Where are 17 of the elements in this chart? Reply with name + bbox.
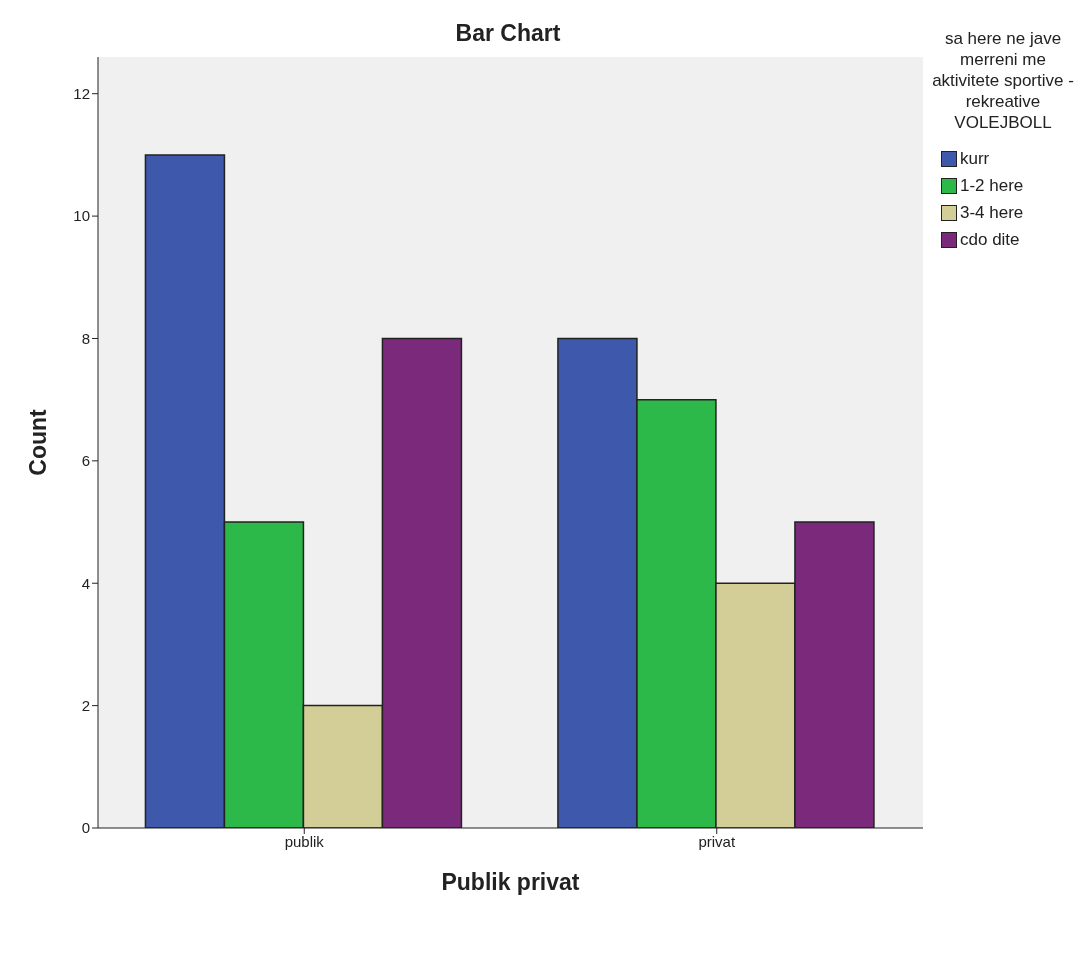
legend-title: sa here ne jave merreni me aktivitete sportive - rekreative VOLEJBOLL xyxy=(931,28,1075,133)
y-tick-label: 8 xyxy=(81,329,90,347)
y-axis-title: Count xyxy=(25,408,52,476)
y-tick-label: 6 xyxy=(81,452,90,470)
x-tick-label: privat xyxy=(698,832,736,850)
y-tick-label: 2 xyxy=(81,696,90,714)
legend-label: cdo dite xyxy=(960,229,1020,250)
legend-label: 3-4 here xyxy=(960,202,1024,223)
x-axis-title: Publik privat xyxy=(441,869,580,895)
x-tick-label: publik xyxy=(284,832,325,850)
chart-title: Bar Chart xyxy=(454,20,562,47)
legend-label: kurr xyxy=(960,148,990,169)
legend-label: 1-2 here xyxy=(960,175,1024,196)
y-tick-label: 0 xyxy=(81,819,90,837)
y-tick-label: 4 xyxy=(81,574,90,592)
y-tick-label: 10 xyxy=(73,207,90,225)
y-tick-label: 12 xyxy=(73,85,90,103)
